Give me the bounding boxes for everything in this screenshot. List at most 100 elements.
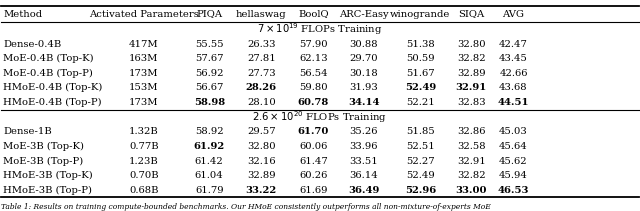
Text: 59.80: 59.80 [299, 83, 328, 92]
Text: Table 1: Results on training compute-bounded benchmarks. Our HMoE consistently o: Table 1: Results on training compute-bou… [1, 203, 490, 211]
Text: 33.22: 33.22 [246, 186, 277, 195]
Text: 32.91: 32.91 [456, 83, 487, 92]
Text: 58.98: 58.98 [194, 98, 225, 107]
Text: 32.91: 32.91 [457, 157, 486, 166]
Text: 0.77B: 0.77B [129, 142, 159, 151]
Text: 42.66: 42.66 [499, 69, 528, 78]
Text: 36.49: 36.49 [348, 186, 380, 195]
Text: Dense-0.4B: Dense-0.4B [3, 40, 61, 49]
Text: winogrande: winogrande [390, 9, 451, 19]
Text: AVG: AVG [502, 9, 525, 19]
Text: 32.80: 32.80 [247, 142, 276, 151]
Text: 61.04: 61.04 [195, 171, 223, 180]
Text: 33.00: 33.00 [456, 186, 487, 195]
Text: $7 \times 10^{19}$ FLOPs Training: $7 \times 10^{19}$ FLOPs Training [257, 21, 383, 37]
Text: 153M: 153M [129, 83, 159, 92]
Text: 32.89: 32.89 [457, 69, 486, 78]
Text: 163M: 163M [129, 54, 159, 63]
Text: 45.03: 45.03 [499, 127, 528, 137]
Text: 52.21: 52.21 [406, 98, 435, 107]
Text: 43.68: 43.68 [499, 83, 528, 92]
Text: 57.90: 57.90 [299, 40, 328, 49]
Text: 34.14: 34.14 [348, 98, 380, 107]
Text: 27.81: 27.81 [247, 54, 276, 63]
Text: 0.68B: 0.68B [129, 186, 159, 195]
Text: Dense-1B: Dense-1B [3, 127, 52, 137]
Text: 32.80: 32.80 [457, 40, 486, 49]
Text: 28.26: 28.26 [246, 83, 277, 92]
Text: 62.13: 62.13 [299, 54, 328, 63]
Text: 45.62: 45.62 [499, 157, 528, 166]
Text: 32.58: 32.58 [457, 142, 486, 151]
Text: 30.18: 30.18 [349, 69, 378, 78]
Text: 52.51: 52.51 [406, 142, 435, 151]
Text: 61.69: 61.69 [299, 186, 328, 195]
Text: 61.47: 61.47 [299, 157, 328, 166]
Text: 60.06: 60.06 [299, 142, 328, 151]
Text: 44.51: 44.51 [498, 98, 529, 107]
Text: 173M: 173M [129, 98, 159, 107]
Text: 29.70: 29.70 [349, 54, 378, 63]
Text: 0.70B: 0.70B [129, 171, 159, 180]
Text: 52.49: 52.49 [404, 83, 436, 92]
Text: 61.42: 61.42 [195, 157, 223, 166]
Text: 32.82: 32.82 [457, 171, 486, 180]
Text: 61.70: 61.70 [298, 127, 329, 137]
Text: 57.67: 57.67 [195, 54, 223, 63]
Text: 52.49: 52.49 [406, 171, 435, 180]
Text: 28.10: 28.10 [247, 98, 276, 107]
Text: HMoE-0.4B (Top-P): HMoE-0.4B (Top-P) [3, 98, 102, 107]
Text: 1.23B: 1.23B [129, 157, 159, 166]
Text: $2.6 \times 10^{20}$ FLOPs Training: $2.6 \times 10^{20}$ FLOPs Training [253, 109, 387, 125]
Text: 56.92: 56.92 [195, 69, 223, 78]
Text: 52.27: 52.27 [406, 157, 435, 166]
Text: 46.53: 46.53 [498, 186, 529, 195]
Text: 45.94: 45.94 [499, 171, 528, 180]
Text: 52.96: 52.96 [404, 186, 436, 195]
Text: 31.93: 31.93 [349, 83, 378, 92]
Text: 32.83: 32.83 [457, 98, 486, 107]
Text: MoE-0.4B (Top-P): MoE-0.4B (Top-P) [3, 69, 93, 78]
Text: 36.14: 36.14 [349, 171, 378, 180]
Text: PIQA: PIQA [196, 9, 222, 19]
Text: MoE-3B (Top-P): MoE-3B (Top-P) [3, 157, 83, 166]
Text: 173M: 173M [129, 69, 159, 78]
Text: 27.73: 27.73 [247, 69, 276, 78]
Text: 50.59: 50.59 [406, 54, 435, 63]
Text: 33.51: 33.51 [349, 157, 378, 166]
Text: 60.78: 60.78 [298, 98, 329, 107]
Text: 61.92: 61.92 [193, 142, 225, 151]
Text: 43.45: 43.45 [499, 54, 528, 63]
Text: 42.47: 42.47 [499, 40, 528, 49]
Text: SIQA: SIQA [458, 9, 484, 19]
Text: 55.55: 55.55 [195, 40, 223, 49]
Text: 51.38: 51.38 [406, 40, 435, 49]
Text: 58.92: 58.92 [195, 127, 223, 137]
Text: 51.85: 51.85 [406, 127, 435, 137]
Text: MoE-3B (Top-K): MoE-3B (Top-K) [3, 142, 84, 151]
Text: 61.79: 61.79 [195, 186, 223, 195]
Text: 1.32B: 1.32B [129, 127, 159, 137]
Text: 60.26: 60.26 [299, 171, 328, 180]
Text: 32.86: 32.86 [457, 127, 486, 137]
Text: 51.67: 51.67 [406, 69, 435, 78]
Text: 32.16: 32.16 [247, 157, 276, 166]
Text: HMoE-3B (Top-P): HMoE-3B (Top-P) [3, 185, 92, 195]
Text: 32.89: 32.89 [247, 171, 276, 180]
Text: Method: Method [3, 9, 42, 19]
Text: HMoE-0.4B (Top-K): HMoE-0.4B (Top-K) [3, 83, 102, 92]
Text: 417M: 417M [129, 40, 159, 49]
Text: 26.33: 26.33 [247, 40, 275, 49]
Text: ARC-Easy: ARC-Easy [339, 9, 388, 19]
Text: BoolQ: BoolQ [298, 9, 328, 19]
Text: 33.96: 33.96 [349, 142, 378, 151]
Text: 56.67: 56.67 [195, 83, 223, 92]
Text: 32.82: 32.82 [457, 54, 486, 63]
Text: 35.26: 35.26 [349, 127, 378, 137]
Text: 56.54: 56.54 [299, 69, 328, 78]
Text: HMoE-3B (Top-K): HMoE-3B (Top-K) [3, 171, 93, 180]
Text: 29.57: 29.57 [247, 127, 276, 137]
Text: hellaswag: hellaswag [236, 9, 287, 19]
Text: MoE-0.4B (Top-K): MoE-0.4B (Top-K) [3, 54, 94, 63]
Text: 45.64: 45.64 [499, 142, 528, 151]
